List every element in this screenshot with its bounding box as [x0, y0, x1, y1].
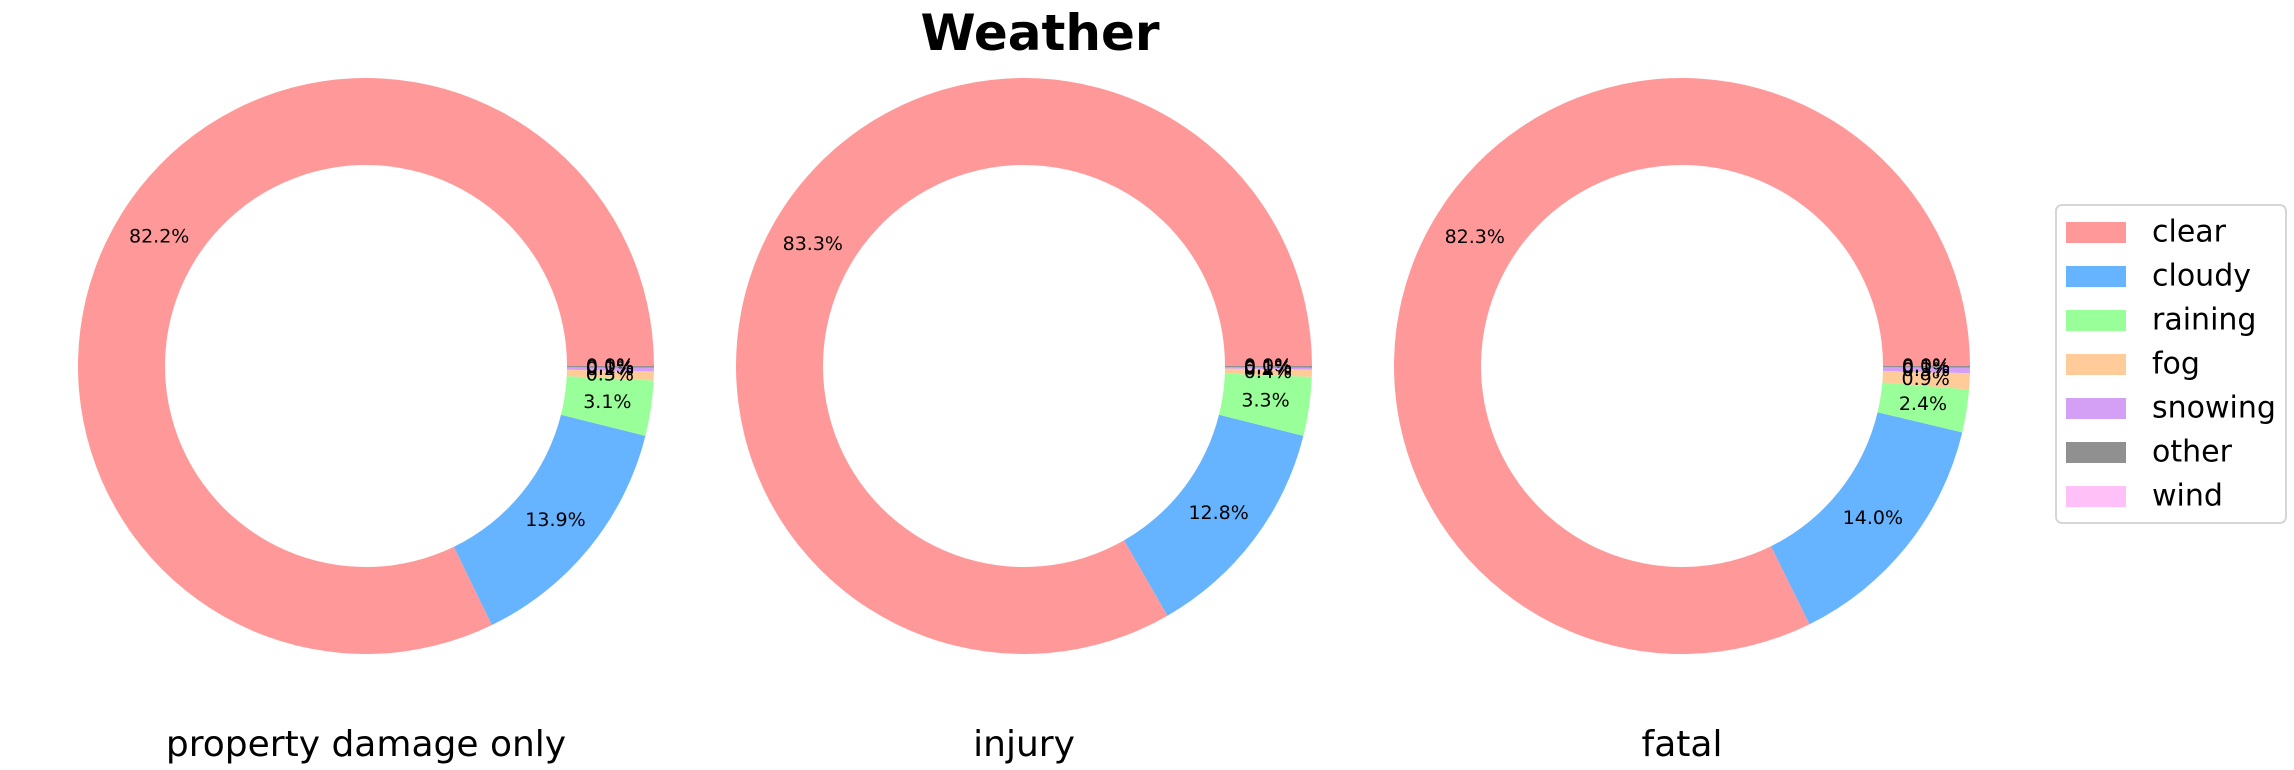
legend-label-fog: fog	[2152, 347, 2200, 382]
slice-fog	[1882, 371, 1970, 390]
subtitle-property-damage-only: property damage only	[166, 724, 566, 765]
legend-label-wind: wind	[2152, 479, 2223, 514]
legend-label-other: other	[2152, 435, 2233, 470]
legend-swatch-raining	[2066, 310, 2126, 331]
legend-label-raining: raining	[2152, 303, 2256, 338]
slice-raining	[1877, 382, 1970, 433]
slice-other	[1882, 366, 1970, 368]
legend-swatch-cloudy	[2066, 266, 2126, 287]
data-label-wind: 0.0%	[1902, 355, 1950, 377]
data-label-raining: 2.4%	[1899, 393, 1947, 415]
donut-fatal: 82.3% 14.0% 2.4% 0.9%0.3%0.1%0.0%	[1393, 78, 1970, 655]
legend-label-cloudy: cloudy	[2152, 259, 2251, 294]
data-label-clear: 82.3%	[1445, 226, 1505, 248]
data-label-wind: 0.0%	[1244, 355, 1292, 377]
data-label-cloudy: 12.8%	[1188, 502, 1248, 524]
data-label-snowing: 0.3%	[1902, 359, 1950, 381]
data-label-fog: 0.9%	[1902, 368, 1950, 390]
subtitle-fatal: fatal	[1642, 724, 1723, 765]
data-label-clear: 82.2%	[129, 226, 189, 248]
slice-other	[1224, 366, 1312, 368]
data-label-other: 0.1%	[586, 356, 634, 378]
legend-label-snowing: snowing	[2152, 391, 2276, 426]
subtitle-injury: injury	[973, 724, 1075, 765]
slice-snowing	[566, 367, 654, 372]
data-label-other: 0.1%	[1902, 356, 1950, 378]
slice-snowing	[1224, 367, 1312, 370]
slice-fog	[566, 369, 654, 381]
slice-raining	[1218, 373, 1312, 436]
data-label-raining: 3.3%	[1241, 389, 1289, 411]
data-label-cloudy: 14.0%	[1843, 507, 1903, 529]
slice-cloudy	[453, 414, 646, 626]
legend-label-clear: clear	[2152, 215, 2227, 250]
legend-swatch-fog	[2066, 354, 2126, 375]
slice-snowing	[1882, 367, 1970, 374]
slice-clear	[736, 77, 1312, 654]
slice-clear	[78, 77, 655, 654]
slice-clear	[1393, 78, 1970, 655]
data-label-raining: 3.1%	[583, 391, 631, 413]
data-label-clear: 83.3%	[783, 233, 843, 255]
slice-cloudy	[1124, 414, 1304, 616]
data-label-snowing: 0.1%	[1244, 357, 1292, 379]
legend-swatch-other	[2066, 442, 2126, 463]
slice-other	[566, 366, 654, 368]
donut-injury: 83.3%12.8%3.3%0.4%0.1%0.1%0.0%	[736, 77, 1312, 654]
slice-fog	[1224, 368, 1312, 377]
data-label-snowing: 0.2%	[586, 358, 634, 380]
data-label-other: 0.1%	[1244, 356, 1292, 378]
donut-property-damage-only: 82.2%13.9%3.1%0.5%0.2%0.1%0.0%	[78, 77, 655, 654]
legend-swatch-wind	[2066, 486, 2126, 507]
data-label-cloudy: 13.9%	[525, 509, 585, 531]
data-label-wind: 0.0%	[586, 355, 634, 377]
legend-swatch-snowing	[2066, 398, 2126, 419]
legend: clear cloudy raining fog snowing other wind	[2055, 204, 2287, 524]
legend-swatch-clear	[2066, 222, 2126, 243]
chart-title: Weather	[920, 4, 1159, 62]
slice-cloudy	[1770, 412, 1963, 625]
slice-raining	[560, 376, 654, 436]
